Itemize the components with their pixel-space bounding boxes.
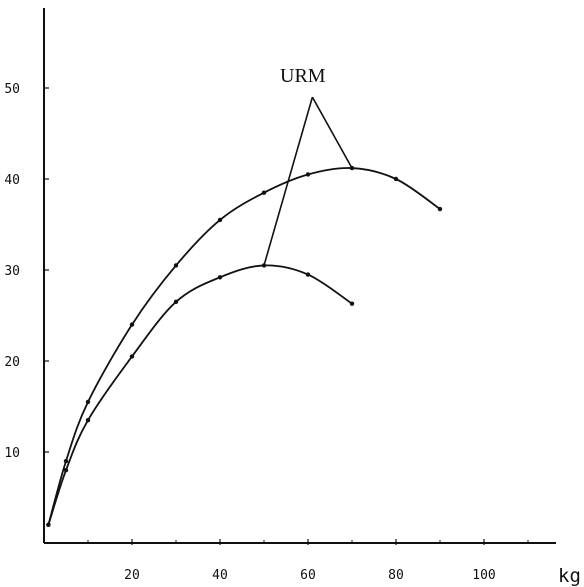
x-tick-label-80: 80 (388, 568, 404, 583)
x-axis-unit-label: kg (558, 565, 581, 587)
annotation-leader-line-2 (311, 96, 353, 169)
y-tick-label-30: 30 (4, 264, 20, 279)
x-tick-label-20: 20 (124, 568, 140, 583)
series-2-line (47, 264, 353, 526)
y-tick-label-50: 50 (4, 82, 20, 97)
axes (43, 8, 556, 545)
series-2-point-1 (63, 468, 69, 473)
series-2-point-3 (129, 354, 135, 359)
series-1-point-4 (173, 263, 179, 268)
series-2-point-4 (173, 299, 179, 305)
series-1-point-1 (63, 458, 69, 464)
series-1-point-2 (85, 399, 91, 405)
x-tick-label-40: 40 (212, 568, 228, 583)
series-1-line (47, 167, 441, 526)
series-1-point-6 (261, 190, 267, 195)
series-2-point-2 (85, 417, 91, 423)
y-tick-label-40: 40 (4, 173, 20, 188)
series-2-point-8 (349, 301, 355, 306)
series-2-point-5 (217, 275, 223, 280)
annotation-label: URM (280, 65, 326, 87)
annotation-leader-line-1 (263, 96, 314, 266)
x-tick-label-60: 60 (300, 568, 316, 583)
series-1-point-3 (129, 322, 135, 327)
tick-labels: kg 20 40 60 80 100 10 20 30 40 50 (4, 82, 581, 587)
annotation-layer: URM (263, 65, 353, 266)
y-tick-label-20: 20 (4, 355, 20, 370)
series-1-point-7 (305, 172, 311, 177)
y-tick-label-10: 10 (4, 446, 20, 461)
series-2-point-0 (46, 522, 51, 527)
series-layer (46, 165, 443, 527)
series-1-point-9 (393, 176, 399, 182)
series-1-point-10 (437, 206, 443, 212)
x-tick-label-100: 100 (472, 568, 495, 583)
series-2-point-7 (305, 272, 311, 277)
series-1-point-5 (217, 217, 223, 223)
